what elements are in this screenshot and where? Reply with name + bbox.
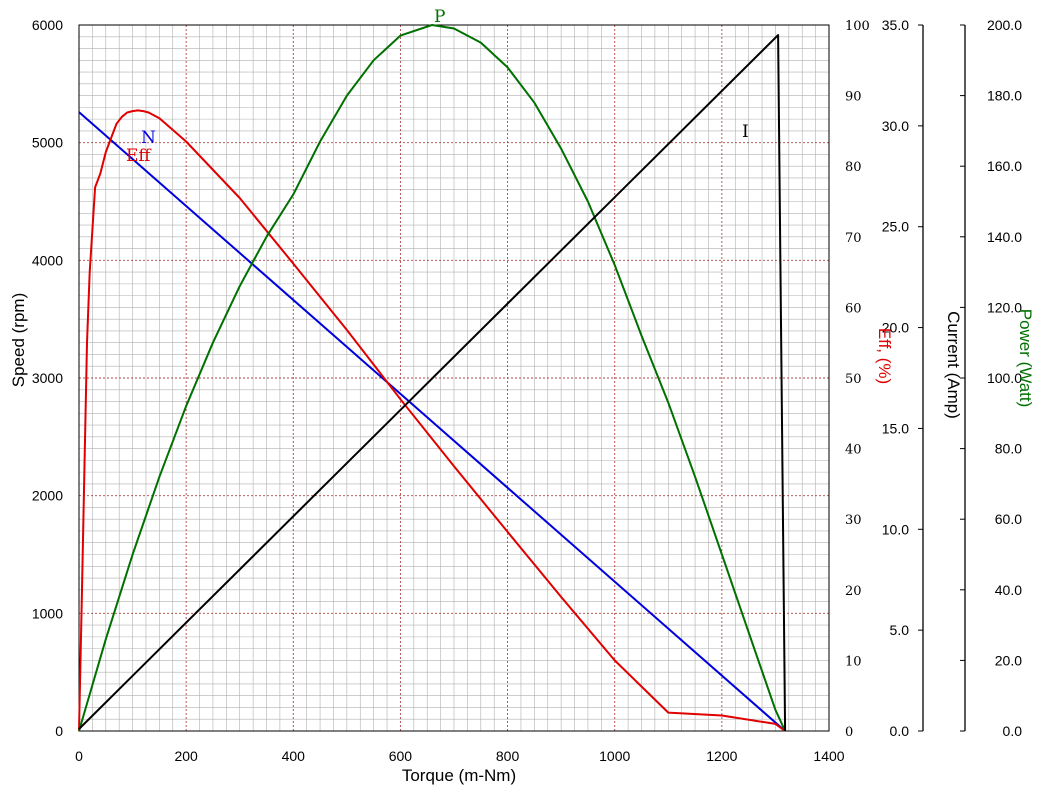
efficiency-axis-title: Eff, (%) bbox=[875, 328, 894, 384]
plot-area-frame bbox=[78, 24, 830, 732]
efficiency-tick-label: 30 bbox=[845, 513, 862, 528]
x-tick-label: 1400 bbox=[813, 748, 844, 764]
power-tick-label: 180.0 bbox=[987, 88, 1022, 104]
efficiency-tick-label: 20 bbox=[845, 584, 862, 599]
efficiency-tick-label: 0 bbox=[845, 725, 853, 740]
speed-tick-label: 4000 bbox=[32, 252, 63, 268]
x-tick-label: 200 bbox=[174, 748, 198, 764]
power-tick-label: 160.0 bbox=[987, 158, 1022, 174]
series-label-n: N bbox=[141, 128, 156, 148]
x-axis-title: Torque (m-Nm) bbox=[402, 766, 516, 785]
efficiency-tick-label: 80 bbox=[845, 160, 862, 175]
speed-axis-ticks: 0 1000 2000 3000 4000 5000 6000 bbox=[32, 17, 63, 739]
power-tick-label: 200.0 bbox=[987, 17, 1022, 33]
current-axis: 0.0 5.0 10.0 15.0 20.0 25.0 30.0 35.0 bbox=[882, 17, 924, 739]
speed-tick-label: 1000 bbox=[32, 605, 63, 621]
speed-tick-label: 6000 bbox=[32, 17, 63, 33]
power-tick-label: 120.0 bbox=[987, 299, 1022, 315]
series-line-eff bbox=[78, 109, 786, 732]
efficiency-tick-label: 40 bbox=[845, 443, 862, 458]
series-label-eff: Eff bbox=[126, 146, 152, 166]
speed-axis-title: Speed (rpm) bbox=[9, 293, 28, 387]
current-tick-label: 25.0 bbox=[882, 219, 909, 235]
power-tick-label: 40.0 bbox=[995, 582, 1022, 598]
series-line-n bbox=[78, 111, 786, 732]
efficiency-tick-label: 10 bbox=[845, 654, 862, 669]
current-tick-label: 30.0 bbox=[882, 118, 909, 134]
current-tick-label: 35.0 bbox=[882, 17, 909, 33]
series-lines bbox=[78, 24, 787, 732]
efficiency-tick-label: 100 bbox=[845, 19, 870, 34]
current-tick-label: 0.0 bbox=[890, 723, 910, 739]
efficiency-tick-label: 90 bbox=[845, 90, 862, 105]
current-tick-label: 15.0 bbox=[882, 420, 909, 436]
current-tick-label: 20.0 bbox=[882, 320, 909, 336]
x-tick-label: 1000 bbox=[599, 748, 630, 764]
x-tick-label: 800 bbox=[496, 748, 520, 764]
speed-tick-label: 2000 bbox=[32, 488, 63, 504]
x-tick-label: 600 bbox=[389, 748, 413, 764]
x-axis-ticks: 0 200 400 600 800 1000 1200 1400 bbox=[75, 748, 845, 764]
series-line-i bbox=[78, 34, 787, 732]
x-tick-label: 0 bbox=[75, 748, 83, 764]
efficiency-axis-ticks: 0 10 20 30 40 50 60 70 80 90 100 bbox=[845, 19, 870, 740]
efficiency-tick-label: 50 bbox=[845, 372, 862, 387]
current-axis-title: Current (Amp) bbox=[944, 311, 963, 419]
current-tick-label: 10.0 bbox=[882, 521, 909, 537]
power-axis: 0.0 20.0 40.0 60.0 80.0 100.0 120.0 140.0 160.0 1… bbox=[960, 17, 1022, 739]
series-label-i: I bbox=[742, 122, 749, 142]
power-axis-title: Power (Watt) bbox=[1016, 309, 1035, 408]
series-line-p bbox=[78, 24, 787, 732]
speed-tick-label: 3000 bbox=[32, 370, 63, 386]
current-tick-label: 5.0 bbox=[890, 622, 910, 638]
efficiency-tick-label: 70 bbox=[845, 231, 862, 246]
power-tick-label: 0.0 bbox=[1003, 723, 1023, 739]
speed-tick-label: 5000 bbox=[32, 135, 63, 151]
series-label-p: P bbox=[434, 7, 445, 27]
speed-tick-label: 0 bbox=[55, 723, 63, 739]
power-tick-label: 140.0 bbox=[987, 229, 1022, 245]
power-tick-label: 20.0 bbox=[995, 652, 1022, 668]
x-tick-label: 1200 bbox=[706, 748, 737, 764]
power-tick-label: 100.0 bbox=[987, 370, 1022, 386]
efficiency-tick-label: 60 bbox=[845, 301, 862, 316]
power-tick-label: 60.0 bbox=[995, 511, 1022, 527]
x-tick-label: 400 bbox=[282, 748, 306, 764]
power-tick-label: 80.0 bbox=[995, 441, 1022, 457]
